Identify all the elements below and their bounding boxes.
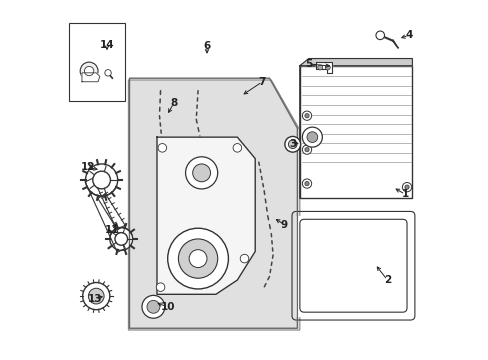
Circle shape <box>192 164 210 182</box>
Circle shape <box>302 145 311 154</box>
Circle shape <box>178 239 217 278</box>
Circle shape <box>306 132 317 143</box>
Circle shape <box>302 179 311 188</box>
Text: 12: 12 <box>81 162 95 172</box>
Circle shape <box>80 62 98 80</box>
Circle shape <box>147 300 160 313</box>
Polygon shape <box>85 164 118 196</box>
Polygon shape <box>315 62 331 73</box>
Circle shape <box>93 171 110 189</box>
Circle shape <box>304 181 308 186</box>
Polygon shape <box>82 73 100 82</box>
Text: 2: 2 <box>383 275 390 285</box>
Text: 1: 1 <box>401 189 408 199</box>
Circle shape <box>304 113 308 118</box>
Circle shape <box>375 31 384 40</box>
Circle shape <box>82 283 110 310</box>
Circle shape <box>402 183 411 192</box>
Circle shape <box>156 283 164 292</box>
Circle shape <box>189 249 206 267</box>
Text: 6: 6 <box>203 41 210 51</box>
Text: 8: 8 <box>170 98 177 108</box>
Polygon shape <box>85 178 125 252</box>
Circle shape <box>142 296 164 318</box>
Polygon shape <box>296 216 410 316</box>
Circle shape <box>317 65 322 70</box>
Text: 4: 4 <box>404 30 412 40</box>
Circle shape <box>167 228 228 289</box>
FancyBboxPatch shape <box>69 23 124 102</box>
Polygon shape <box>110 228 132 250</box>
Circle shape <box>88 288 104 304</box>
Polygon shape <box>299 66 411 198</box>
Circle shape <box>304 148 308 152</box>
Text: 7: 7 <box>258 77 265 87</box>
Circle shape <box>288 140 296 149</box>
Text: 5: 5 <box>305 59 312 69</box>
Text: 9: 9 <box>281 220 287 230</box>
Circle shape <box>285 136 300 152</box>
Polygon shape <box>157 137 255 294</box>
Circle shape <box>84 66 94 76</box>
Polygon shape <box>98 194 125 230</box>
Circle shape <box>158 144 166 152</box>
Circle shape <box>240 254 248 263</box>
Text: 10: 10 <box>160 302 175 312</box>
Text: 13: 13 <box>88 294 102 303</box>
Circle shape <box>302 111 311 120</box>
Circle shape <box>115 233 127 245</box>
Polygon shape <box>299 59 411 66</box>
Text: 3: 3 <box>288 139 296 149</box>
Text: 11: 11 <box>104 225 119 235</box>
Circle shape <box>302 127 322 147</box>
Circle shape <box>185 157 217 189</box>
Circle shape <box>104 69 111 76</box>
Polygon shape <box>128 80 299 330</box>
Text: 14: 14 <box>100 40 114 50</box>
Circle shape <box>325 65 329 70</box>
Circle shape <box>404 185 408 189</box>
Circle shape <box>233 144 241 152</box>
